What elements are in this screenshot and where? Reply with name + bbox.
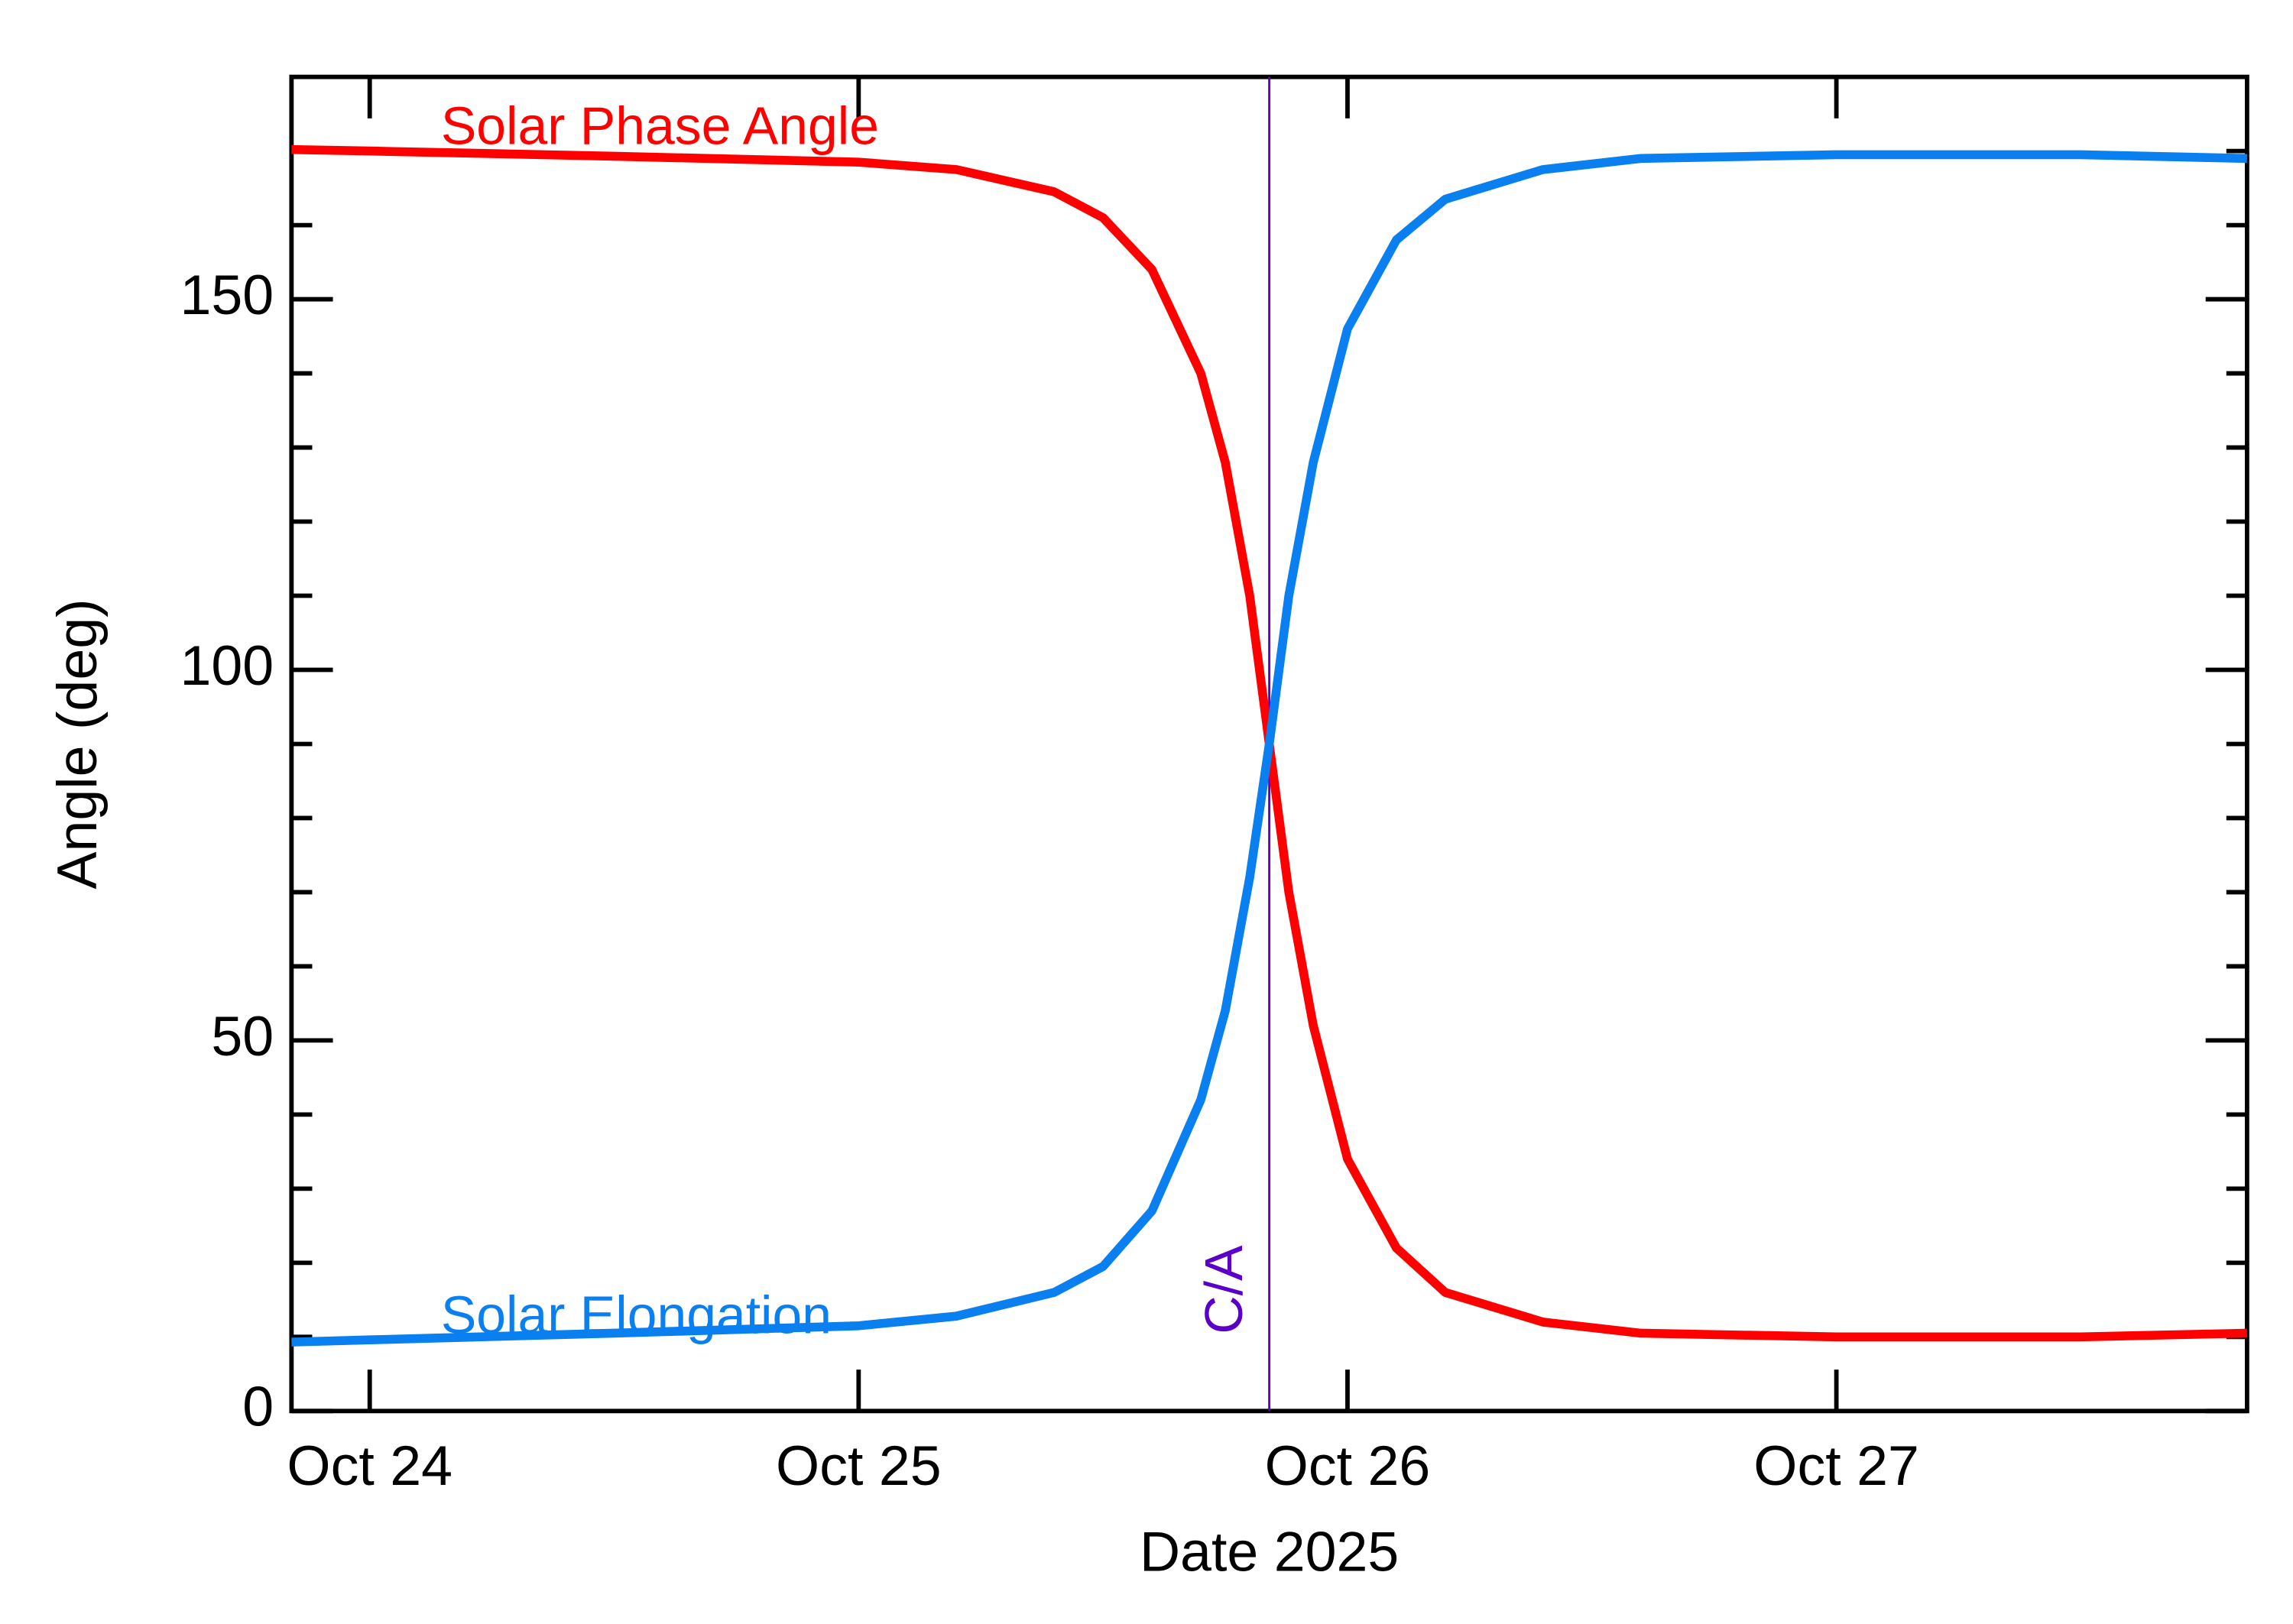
y-tick-label: 100 xyxy=(180,634,274,697)
x-tick-label: Oct 24 xyxy=(287,1434,452,1497)
y-tick-label: 150 xyxy=(180,263,274,326)
closest-approach-label: C/A xyxy=(1194,1245,1254,1334)
series-label: Solar Elongation xyxy=(441,1285,832,1345)
x-tick-label: Oct 25 xyxy=(776,1434,942,1497)
x-tick-label: Oct 26 xyxy=(1265,1434,1431,1497)
series-line xyxy=(291,150,2248,1347)
series-line xyxy=(291,144,2248,1342)
y-tick-label: 0 xyxy=(242,1375,274,1438)
x-tick-label: Oct 27 xyxy=(1753,1434,1919,1497)
y-axis-title: Angle (deg) xyxy=(45,598,109,889)
x-axis-title: Date 2025 xyxy=(1140,1519,1399,1583)
y-tick-label: 50 xyxy=(211,1004,274,1068)
series-label: Solar Phase Angle xyxy=(441,96,879,156)
